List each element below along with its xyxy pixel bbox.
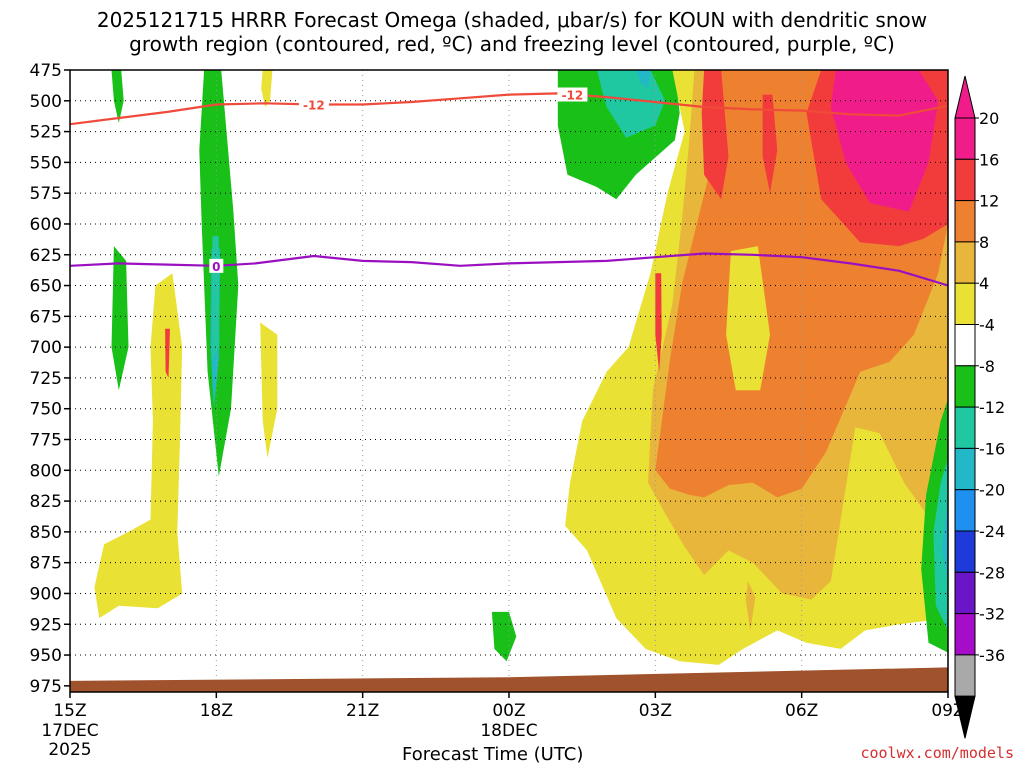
colorbar-segment-7 xyxy=(954,406,976,449)
colorbar-segment-4 xyxy=(954,282,976,326)
x-tick-label-12: 03Z xyxy=(639,701,672,721)
dgz-contour-label-0: -12 xyxy=(303,98,325,112)
colorbar-label-9: -20 xyxy=(979,481,1005,500)
y-tick-label-925: 925 xyxy=(30,615,62,635)
colorbar-segment-0 xyxy=(954,117,976,160)
x-tick-label-6: 21Z xyxy=(346,701,379,721)
colorbar-label-12: -32 xyxy=(979,605,1005,624)
dgz-contour-line xyxy=(70,92,948,126)
omega-region-7 xyxy=(165,328,170,378)
omega-region-0 xyxy=(111,70,124,123)
y-tick-label-625: 625 xyxy=(30,246,62,266)
colorbar-segment-5 xyxy=(954,324,976,367)
colorbar-top-arrow xyxy=(954,75,976,119)
omega-region-5 xyxy=(111,246,129,391)
y-tick-label-675: 675 xyxy=(30,307,62,327)
x-tick-label-18: 09Z xyxy=(931,701,964,721)
chart-title-line-2: growth region (contoured, red, ºC) and f… xyxy=(129,32,895,56)
y-tick-label-850: 850 xyxy=(30,523,62,543)
colorbar-label-2: 12 xyxy=(979,192,999,211)
colorbar-segment-10 xyxy=(954,530,976,573)
colorbar-segment-9 xyxy=(954,489,976,532)
freezing-level-contour-label-0: 0 xyxy=(212,260,220,274)
colorbar: 20 16 12 8 4 -4 -8 -12 -16 -20 -24 -28 -32 -36 xyxy=(954,75,1005,739)
freezing-level-contour-label-bg-0 xyxy=(209,258,224,273)
omega-region-9 xyxy=(491,611,517,662)
y-tick-label-500: 500 xyxy=(30,92,62,112)
colorbar-label-5: -4 xyxy=(979,316,995,335)
colorbar-label-11: -28 xyxy=(979,563,1005,582)
colorbar-segment-11 xyxy=(954,571,976,615)
y-tick-label-700: 700 xyxy=(30,338,62,358)
colorbar-segment-6 xyxy=(954,365,976,408)
x-tick-sublabel2-0: 2025 xyxy=(48,740,91,760)
omega-region-20 xyxy=(830,70,939,212)
y-tick-label-525: 525 xyxy=(30,123,62,143)
colorbar-segment-2 xyxy=(954,200,976,243)
colorbar-label-1: 16 xyxy=(979,150,999,169)
x-tick-sublabel-0: 17DEC xyxy=(41,721,98,741)
colorbar-bottom-arrow xyxy=(954,695,976,739)
chart-title-line-1: 2025121715 HRRR Forecast Omega (shaded, … xyxy=(96,8,928,32)
y-tick-label-475: 475 xyxy=(30,61,62,81)
credit-text: coolwx.com/models xyxy=(860,744,1014,762)
colorbar-segment-1 xyxy=(954,158,976,202)
dgz-contour-label-1: -12 xyxy=(562,89,584,103)
y-tick-label-875: 875 xyxy=(30,554,62,574)
colorbar-segment-12 xyxy=(954,613,976,656)
terrain-fill xyxy=(70,667,948,692)
colorbar-label-10: -24 xyxy=(979,522,1005,541)
y-tick-label-800: 800 xyxy=(30,461,62,481)
colorbar-label-13: -36 xyxy=(979,646,1005,665)
colorbar-segment-8 xyxy=(954,447,976,491)
x-axis-label: Forecast Time (UTC) xyxy=(402,744,584,765)
omega-region-24 xyxy=(933,458,948,631)
grid-lines xyxy=(70,70,948,692)
contours: -12 -12 0 xyxy=(70,87,948,287)
omega-region-6 xyxy=(94,273,183,619)
y-tick-label-750: 750 xyxy=(30,400,62,420)
y-tick-label-725: 725 xyxy=(30,369,62,389)
y-tick-label-650: 650 xyxy=(30,277,62,297)
dgz-contour-label-bg-1 xyxy=(557,87,588,102)
colorbar-label-0: 20 xyxy=(979,109,999,128)
y-tick-label-900: 900 xyxy=(30,584,62,604)
x-tick-label-15: 06Z xyxy=(785,701,818,721)
y-tick-label-975: 975 xyxy=(30,677,62,697)
omega-region-17 xyxy=(701,70,729,200)
x-tick-sublabel-9: 18DEC xyxy=(480,721,537,741)
omega-region-25 xyxy=(942,494,948,582)
x-tick-label-0: 15Z xyxy=(53,701,86,721)
omega-region-22 xyxy=(745,581,756,631)
dgz-contour-label-bg-0 xyxy=(298,97,329,112)
omega-region-18 xyxy=(762,94,778,194)
omega-region-8 xyxy=(260,322,278,458)
omega-region-1 xyxy=(261,70,273,107)
x-tick-label-9: 00Z xyxy=(492,701,525,721)
y-axis: 475 500 525 550 575 600 625 650 675 700 725 750 775 8… xyxy=(30,61,70,697)
colorbar-label-3: 8 xyxy=(979,233,989,252)
omega-region-16 xyxy=(726,246,770,391)
y-tick-label-550: 550 xyxy=(30,153,62,173)
omega-shading xyxy=(94,70,948,665)
y-tick-label-825: 825 xyxy=(30,492,62,512)
colorbar-segment-3 xyxy=(954,241,976,284)
omega-region-12 xyxy=(635,70,651,89)
y-tick-label-950: 950 xyxy=(30,646,62,666)
colorbar-label-7: -12 xyxy=(979,398,1005,417)
x-tick-label-3: 18Z xyxy=(200,701,233,721)
colorbar-segment-13 xyxy=(954,654,976,697)
colorbar-label-8: -16 xyxy=(979,439,1005,458)
terrain-layer xyxy=(70,667,948,692)
colorbar-label-4: 4 xyxy=(979,274,989,293)
y-tick-label-775: 775 xyxy=(30,431,62,451)
colorbar-label-6: -8 xyxy=(979,357,995,376)
y-tick-label-600: 600 xyxy=(30,215,62,235)
y-tick-label-575: 575 xyxy=(30,184,62,204)
